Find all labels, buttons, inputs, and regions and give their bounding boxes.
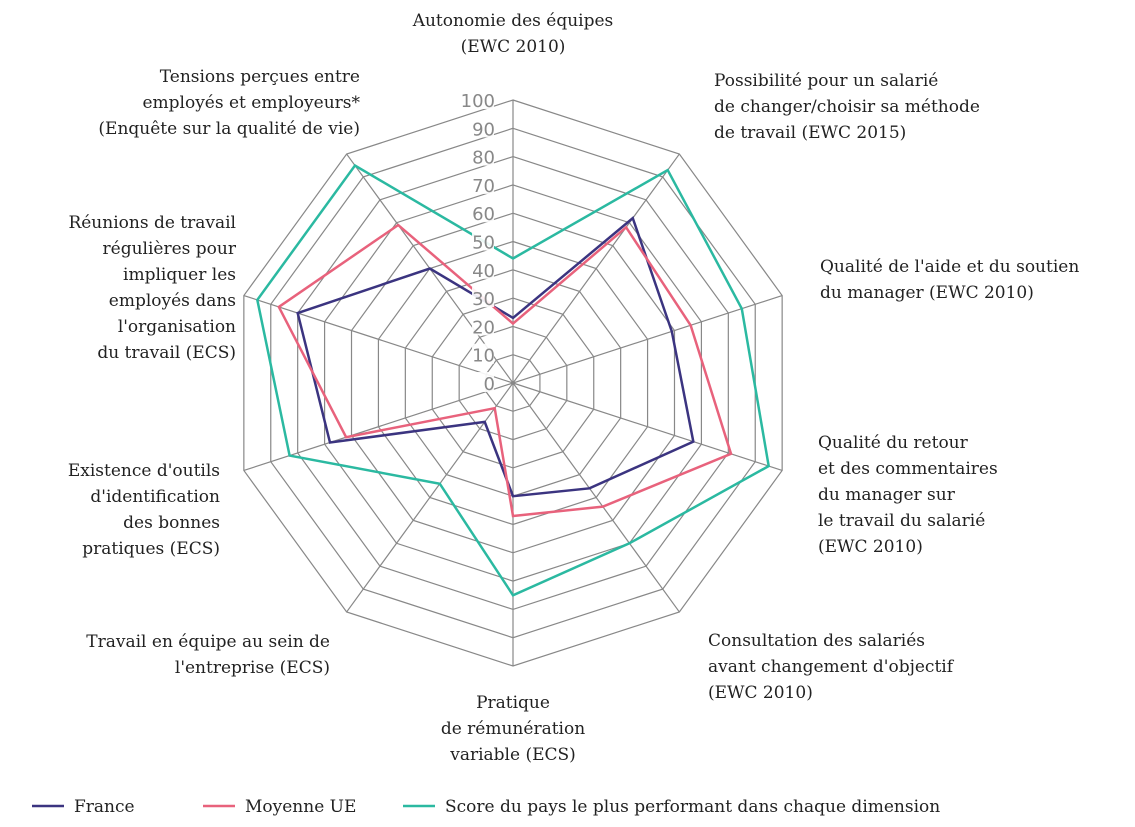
axis-label: Autonomie des équipes (EWC 2010): [412, 11, 614, 57]
axis-label: Réunions de travail régulières pour impliq…: [68, 213, 236, 363]
tick-bg: [472, 89, 494, 109]
axis-label: Consultation des salariés avant changemen…: [708, 631, 955, 703]
legend-item: France: [32, 797, 135, 817]
y-tick-label: 80: [472, 148, 495, 169]
axis-label: Possibilité pour un salarié de changer/ch…: [714, 71, 980, 143]
axis-label: Qualité de l'aide et du soutien du manage…: [820, 257, 1079, 303]
tick-bg: [472, 202, 494, 223]
axis-label: Travail en équipe au sein de l'entreprise…: [86, 632, 330, 678]
axis-label: Tensions perçues entre employés et employ…: [98, 67, 360, 139]
legend-label: France: [74, 797, 135, 817]
y-tick-label: 50: [472, 233, 495, 254]
y-tick-label: 70: [472, 176, 495, 197]
tick-bg: [472, 117, 494, 138]
y-tick-label: 100: [461, 91, 495, 112]
axis-label: Pratique de rémunération variable (ECS): [441, 693, 585, 765]
legend-item: Score du pays le plus performant dans ch…: [403, 797, 940, 817]
legend-label: Moyenne UE: [245, 797, 356, 817]
y-tick-label: 90: [472, 119, 495, 140]
tick-bg: [472, 343, 494, 364]
axis-spoke: [243, 294, 514, 384]
axis-spoke: [346, 382, 514, 613]
y-tick-label: 20: [472, 317, 495, 338]
tick-bg: [472, 258, 494, 279]
y-tick-label: 10: [472, 346, 495, 367]
y-tick-label: 40: [472, 261, 495, 282]
tick-bg: [472, 372, 494, 392]
axis-spoke: [512, 382, 680, 613]
axis-spoke: [512, 153, 680, 384]
tick-bg: [472, 287, 494, 308]
series-line: [255, 163, 771, 597]
legend-label: Score du pays le plus performant dans ch…: [445, 797, 940, 817]
tick-bg: [472, 145, 494, 166]
axis-spoke: [512, 294, 783, 384]
series-line: [277, 223, 733, 518]
axis-label: Qualité du retour et des commentaires du m…: [818, 433, 998, 557]
axis-spoke: [512, 382, 783, 472]
axis-label: Existence d'outils d'identification des bo…: [68, 461, 220, 559]
tick-bg: [472, 230, 494, 251]
tick-bg: [472, 315, 494, 336]
series-line: [296, 216, 695, 498]
y-tick-label: 0: [484, 374, 495, 395]
tick-bg: [472, 173, 494, 194]
legend-item: Moyenne UE: [203, 797, 356, 817]
y-tick-label: 30: [472, 289, 495, 310]
y-tick-label: 60: [472, 204, 495, 225]
